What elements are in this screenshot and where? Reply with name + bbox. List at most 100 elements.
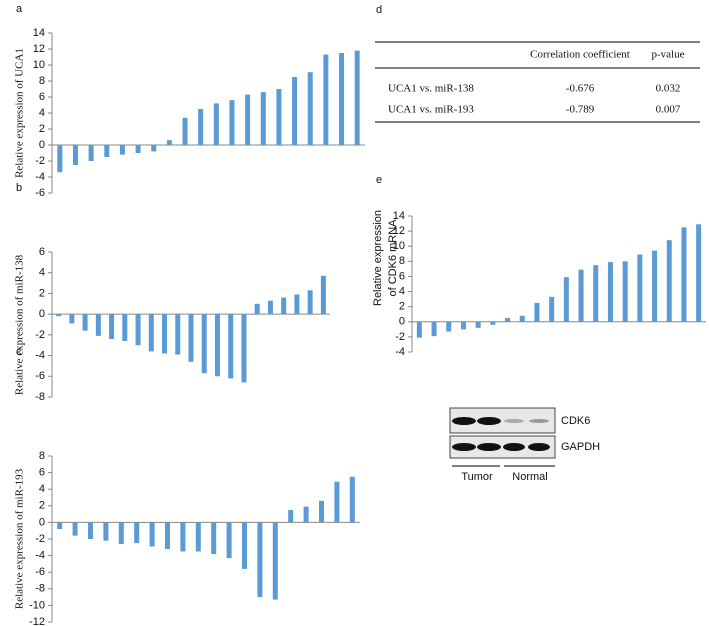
bar <box>267 300 273 315</box>
bar <box>151 145 157 152</box>
bar <box>354 50 360 145</box>
y-tick-label: 12 <box>393 225 405 237</box>
y-tick-label: -12 <box>29 616 45 626</box>
bar <box>69 314 75 324</box>
bar <box>349 476 355 523</box>
y-tick-label: -4 <box>35 171 45 183</box>
y-tick-label: -6 <box>35 566 45 578</box>
y-tick-label: 4 <box>39 267 45 279</box>
bar <box>534 302 540 322</box>
bar <box>652 250 658 322</box>
y-tick-label: 8 <box>39 75 45 87</box>
bar <box>505 318 511 322</box>
bar <box>276 89 282 145</box>
bar <box>162 314 168 354</box>
bar <box>578 269 584 322</box>
band <box>528 443 550 451</box>
table-cell: UCA1 vs. miR-138 <box>388 83 474 95</box>
bar <box>135 314 141 346</box>
y-tick-label: -2 <box>35 329 45 341</box>
bar <box>214 314 220 377</box>
y-axis-label: Relative expression of UCA1 <box>14 48 26 178</box>
bar <box>294 294 300 315</box>
y-tick-label: -6 <box>35 370 45 382</box>
bar <box>460 321 466 330</box>
table-header: Correlation coefficient <box>530 49 630 61</box>
bar <box>257 522 263 598</box>
blot-lane-box <box>449 435 556 459</box>
band <box>477 443 501 451</box>
y-tick-label: 8 <box>39 450 45 462</box>
y-tick-label: 0 <box>39 516 45 528</box>
bar <box>165 522 170 549</box>
bar <box>72 145 78 165</box>
bar <box>563 277 569 322</box>
panel-label: b <box>16 182 22 194</box>
y-tick-label: 6 <box>39 467 45 479</box>
y-tick-label: 8 <box>399 255 405 267</box>
bar <box>696 224 702 322</box>
y-axis-label: Relative expression of miR-193 <box>14 468 26 609</box>
bar <box>320 275 326 315</box>
bar <box>119 145 125 155</box>
bar <box>228 314 234 379</box>
y-tick-label: 4 <box>39 483 45 495</box>
band-label: CDK6 <box>561 415 590 427</box>
bar <box>229 100 235 145</box>
bar <box>549 296 555 322</box>
y-tick-label: 6 <box>39 91 45 103</box>
bar <box>416 321 422 338</box>
y-tick-label: -2 <box>395 331 405 343</box>
table-cell: 0.032 <box>656 83 681 95</box>
bar <box>211 522 217 554</box>
band <box>503 443 525 451</box>
y-tick-label: 4 <box>399 285 405 297</box>
y-tick-label: 0 <box>39 308 45 320</box>
y-tick-label: -8 <box>35 391 45 403</box>
y-tick-label: 0 <box>39 139 45 151</box>
bar <box>593 265 599 322</box>
bar <box>323 54 329 145</box>
y-tick-label: 2 <box>39 500 45 512</box>
table-header: p-value <box>652 49 685 61</box>
bar <box>431 321 437 337</box>
y-tick-label: 14 <box>33 27 45 39</box>
blot <box>449 407 556 467</box>
table-cell: UCA1 vs. miR-193 <box>388 104 474 116</box>
bar <box>242 522 247 569</box>
bar <box>319 500 324 523</box>
bar <box>475 321 481 328</box>
y-tick-label: 2 <box>399 301 405 313</box>
y-tick-label: -4 <box>35 349 45 361</box>
y-tick-label: -2 <box>35 533 45 545</box>
bar <box>201 314 207 374</box>
bar <box>118 522 124 544</box>
band <box>452 443 476 451</box>
y-axis-label: of CDK6 mRNA <box>387 219 399 297</box>
bar <box>339 53 345 145</box>
bar <box>334 481 340 523</box>
bar <box>88 522 93 539</box>
bar <box>72 522 78 536</box>
bar <box>56 314 62 317</box>
y-tick-label: 2 <box>39 123 45 135</box>
bar <box>175 314 181 355</box>
bar <box>637 254 643 322</box>
group-label: Tumor <box>461 471 493 483</box>
bar <box>104 145 110 157</box>
y-tick-label: 14 <box>393 210 405 222</box>
bar <box>148 314 154 352</box>
bar <box>135 145 141 153</box>
bar <box>195 522 201 552</box>
y-tick-label: -4 <box>35 550 45 562</box>
bar <box>82 314 88 331</box>
y-tick-label: -2 <box>35 155 45 167</box>
bar <box>281 297 287 315</box>
bar <box>446 321 452 332</box>
bar <box>307 72 313 145</box>
bar <box>622 261 628 322</box>
y-tick-label: 6 <box>399 270 405 282</box>
bar <box>245 94 251 145</box>
bar <box>241 314 247 383</box>
